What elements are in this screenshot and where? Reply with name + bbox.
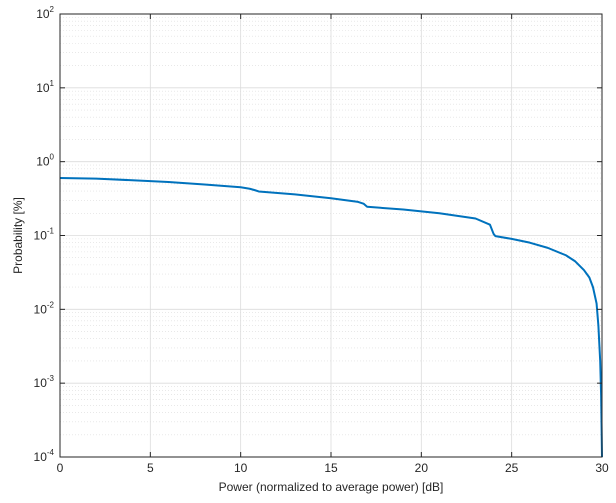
x-tick-label: 20 [415, 461, 429, 475]
y-ticks: 10-4 10-3 10-2 10-1 100 101 102 [34, 5, 602, 464]
x-tick-label: 25 [505, 461, 519, 475]
y-axis-label: Probability [%] [11, 197, 25, 274]
x-axis-label: Power (normalized to average power) [dB] [219, 480, 444, 494]
x-tick-label: 30 [595, 461, 609, 475]
x-tick-label: 5 [147, 461, 154, 475]
y-tick-label: 10-3 [34, 374, 55, 390]
x-tick-label: 10 [234, 461, 248, 475]
x-ticks: 0 5 10 15 20 25 30 [57, 14, 609, 475]
y-tick-label: 100 [36, 153, 54, 169]
y-tick-label: 10-1 [34, 227, 55, 243]
y-tick-label: 101 [36, 79, 54, 95]
x-tick-label: 15 [324, 461, 338, 475]
y-tick-label: 10-4 [34, 448, 55, 464]
series-layer [59, 177, 603, 458]
x-tick-label: 0 [57, 461, 64, 475]
y-tick-label: 10-2 [34, 300, 55, 316]
series-line [59, 177, 603, 458]
y-tick-label: 102 [36, 5, 54, 21]
